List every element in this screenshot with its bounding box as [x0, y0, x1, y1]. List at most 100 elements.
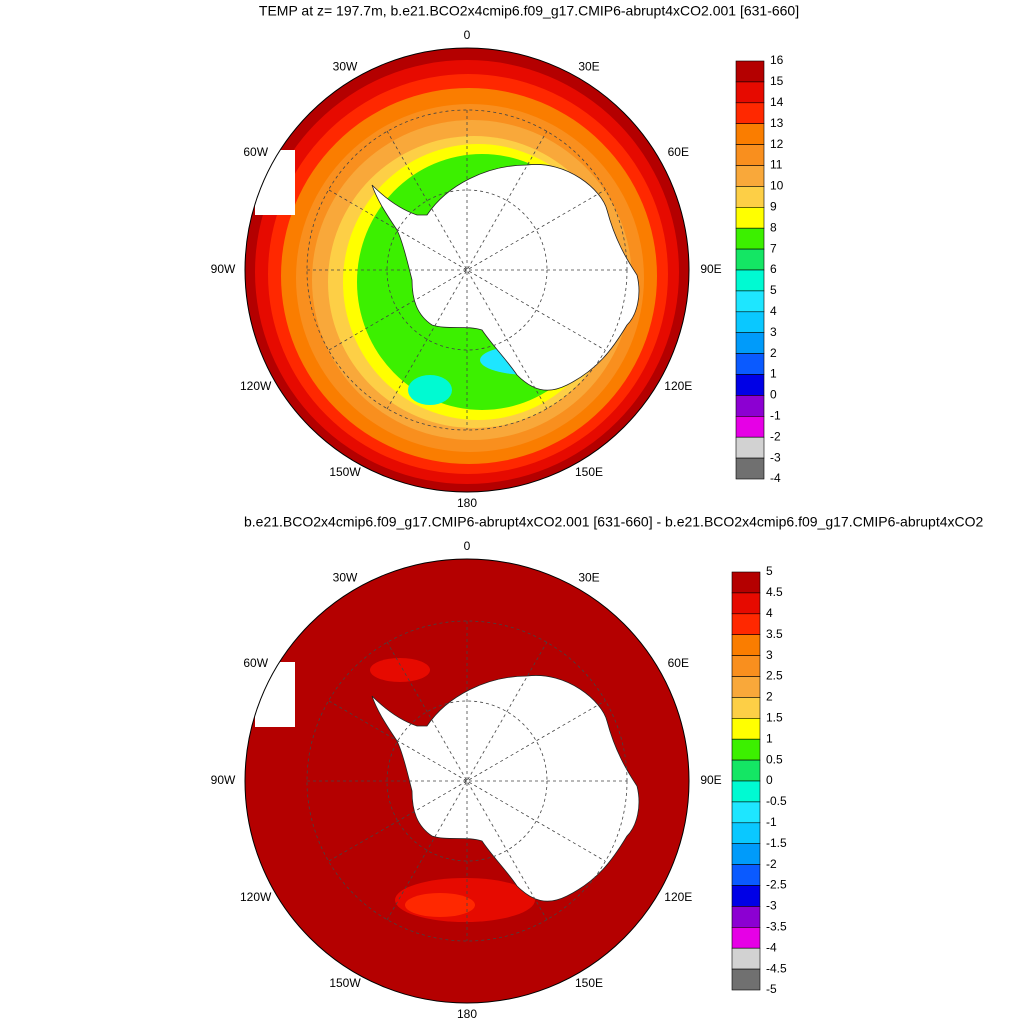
longitude-label: 30W	[333, 571, 358, 585]
temperature-map	[245, 48, 689, 492]
panel-title: TEMP at z= 197.7m, b.e21.BCO2x4cmip6.f09…	[259, 3, 799, 19]
colorbar-label: 5	[770, 283, 777, 297]
longitude-label: 90E	[700, 773, 721, 787]
longitude-label: 120W	[240, 890, 272, 904]
colorbar-box	[731, 968, 761, 991]
colorbar-box	[735, 436, 765, 459]
longitude-label: 60E	[668, 656, 689, 670]
colorbar-box	[735, 165, 765, 187]
colorbar-box	[731, 571, 761, 594]
longitude-label: 180	[457, 1007, 477, 1021]
colorbar-box	[735, 227, 765, 250]
colorbar-box	[735, 332, 765, 354]
colorbar-box	[731, 947, 761, 970]
colorbar-label: 4	[770, 304, 777, 318]
longitude-label: 150W	[329, 465, 361, 479]
colorbar-label: 5	[766, 564, 773, 578]
colorbar-label: 3	[766, 648, 773, 662]
colorbar-label: -2	[770, 429, 781, 443]
colorbar-label: -3.5	[766, 919, 787, 933]
colorbar-label: 3	[770, 325, 777, 339]
colorbar-label: 6	[770, 262, 777, 276]
colorbar-label: 4.5	[766, 585, 783, 599]
longitude-label: 60W	[243, 145, 268, 159]
colorbar-box	[731, 655, 761, 677]
colorbar-box	[731, 592, 761, 615]
longitude-label: 90W	[211, 262, 236, 276]
colorbar-label: -4.5	[766, 961, 787, 975]
longitude-label: 30E	[578, 60, 599, 74]
colorbar-box	[735, 102, 765, 125]
longitude-label: 0	[464, 28, 471, 42]
longitude-label: 150E	[575, 976, 603, 990]
colorbar-box	[735, 144, 765, 166]
colorbar-box	[731, 634, 761, 656]
colorbar-box	[735, 457, 765, 480]
colorbar-box	[731, 801, 761, 824]
colorbar-box	[735, 311, 765, 333]
colorbar-box	[731, 780, 761, 803]
map-grid	[306, 109, 628, 431]
longitude-label: 0	[464, 539, 471, 553]
colorbar-label: 0	[766, 773, 773, 787]
colorbar-label: 2	[770, 346, 777, 360]
longitude-label: 60E	[668, 145, 689, 159]
panel-title: b.e21.BCO2x4cmip6.f09_g17.CMIP6-abrupt4x…	[244, 514, 984, 530]
colorbar-label: 2.5	[766, 669, 783, 683]
colorbar-label: -4	[770, 471, 781, 485]
colorbar-box	[735, 186, 765, 208]
colorbar-box	[731, 676, 761, 698]
colorbar-label: 1.5	[766, 710, 783, 724]
longitude-label: 30W	[333, 60, 358, 74]
colorbar-box	[731, 843, 761, 865]
colorbar-label: -2.5	[766, 878, 787, 892]
colorbar-box	[731, 906, 761, 928]
colorbar-box	[735, 60, 765, 83]
colorbar-label: -1	[770, 408, 781, 422]
colorbar-label: 11	[770, 158, 783, 172]
longitude-label: 150E	[575, 465, 603, 479]
map-grid	[306, 620, 628, 942]
colorbar-label: -1	[766, 815, 777, 829]
longitude-label: 60W	[243, 656, 268, 670]
colorbar-label: 2	[766, 690, 773, 704]
colorbar-label: -5	[766, 982, 777, 996]
colorbar-label: 0.5	[766, 752, 783, 766]
colorbar-label: 0	[770, 388, 777, 402]
colorbar-box	[731, 926, 761, 949]
colorbar-box	[735, 395, 765, 417]
colorbar-label: -3	[770, 450, 781, 464]
colorbar-box	[731, 885, 761, 907]
longitude-label: 90E	[700, 262, 721, 276]
colorbar-box	[731, 738, 761, 761]
colorbar-box	[731, 864, 761, 886]
colorbar-label: 14	[770, 95, 784, 109]
colorbar-box	[735, 269, 765, 292]
longitude-label: 90W	[211, 773, 236, 787]
difference-map	[245, 559, 689, 1003]
colorbar-label: -4	[766, 940, 777, 954]
colorbar-box	[735, 248, 765, 271]
colorbar-label: 13	[770, 116, 784, 130]
colorbar-label: 1	[770, 367, 777, 381]
longitude-label: 120E	[664, 379, 692, 393]
colorbar-box	[735, 415, 765, 438]
longitude-label: 30E	[578, 571, 599, 585]
colorbar-box	[731, 697, 761, 719]
colorbar-label: -0.5	[766, 794, 787, 808]
colorbar-box	[735, 207, 765, 229]
colorbar-label: 9	[770, 199, 777, 213]
longitude-label: 120W	[240, 379, 272, 393]
colorbar-box	[735, 290, 765, 313]
colorbar-label: 7	[770, 241, 777, 255]
colorbar-label: 8	[770, 220, 777, 234]
colorbar-label: 3.5	[766, 627, 783, 641]
longitude-label: 150W	[329, 976, 361, 990]
colorbar-box	[735, 353, 765, 375]
colorbar-box	[735, 374, 765, 396]
colorbar-box	[731, 717, 761, 740]
colorbar-label: 16	[770, 53, 784, 67]
colorbar-label: 1	[766, 731, 773, 745]
colorbar-label: 12	[770, 137, 784, 151]
